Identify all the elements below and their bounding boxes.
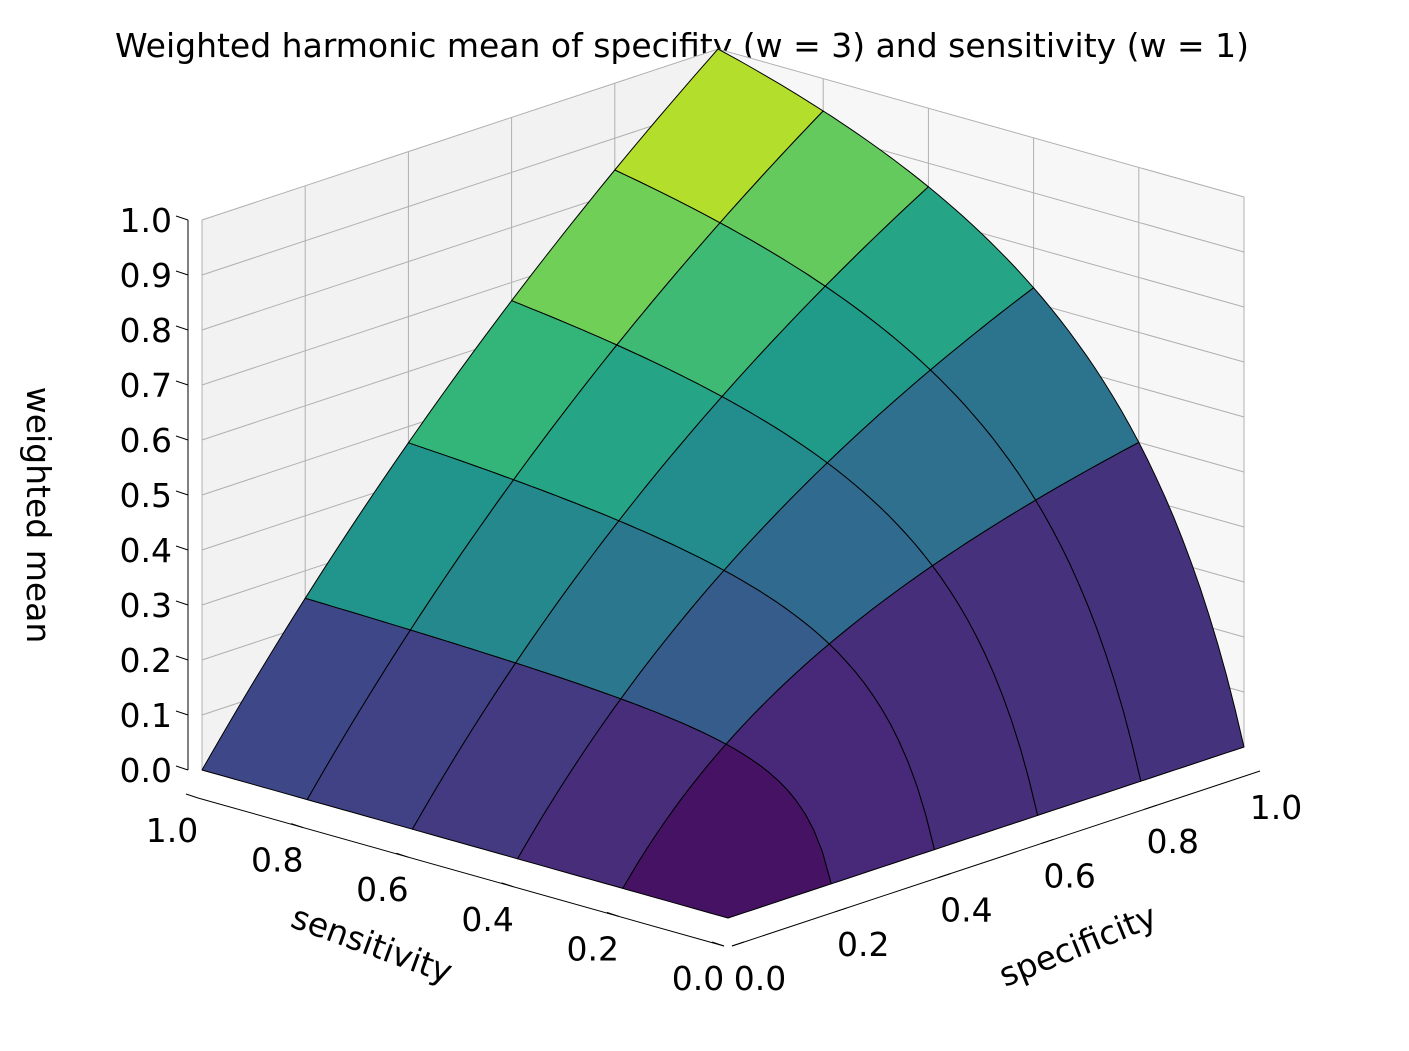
- z-tick-mark: [175, 655, 189, 661]
- y-tick-label: 0.2: [567, 929, 619, 968]
- y-tick-mark: [711, 941, 725, 947]
- z-axis-label: weighted mean: [19, 387, 58, 644]
- y-tick-label: 0.8: [251, 841, 303, 880]
- z-tick-label: 0.9: [120, 256, 172, 295]
- surface-plot: [201, 48, 1245, 919]
- z-tick-label: 0.1: [120, 696, 172, 735]
- y-tick-mark: [396, 852, 409, 858]
- tick-labels: 0.0 0.2 0.4 0.6 0.8 1.0 0.0 0.2 0.4 0.6 0.8 1.0 0.0 0…: [120, 201, 1303, 998]
- y-tick-mark: [185, 793, 199, 799]
- y-tick-mark: [606, 911, 619, 917]
- surface-patch: [622, 743, 832, 919]
- x-tick-mark: [1041, 838, 1054, 844]
- y-axis-label: sensitivity: [286, 897, 457, 991]
- y-axis-line: [197, 797, 725, 947]
- x-tick-mark: [731, 941, 745, 947]
- x-tick-mark: [938, 873, 951, 879]
- x-tick-label: 0.4: [940, 891, 992, 930]
- x-tick-label: 1.0: [1250, 788, 1302, 827]
- y-tick-label: 1.0: [146, 811, 198, 850]
- z-tick-mark: [175, 380, 189, 386]
- z-tick-mark: [175, 215, 189, 221]
- x-tick-mark: [835, 907, 848, 913]
- z-tick-mark: [175, 545, 189, 551]
- z-tick-label: 0.6: [120, 421, 172, 460]
- x-tick-label: 0.8: [1147, 822, 1199, 861]
- chart-title: Weighted harmonic mean of specifity (w =…: [115, 26, 1249, 65]
- z-tick-label: 0.7: [120, 366, 172, 405]
- y-tick-label: 0.0: [672, 959, 724, 998]
- z-tick-mark: [175, 325, 189, 331]
- y-tick-label: 0.4: [461, 900, 513, 939]
- z-tick-label: 0.8: [120, 311, 172, 350]
- x-tick-mark: [1247, 770, 1261, 776]
- x-tick-label: 0.2: [837, 925, 889, 964]
- y-tick-mark: [501, 882, 514, 888]
- z-tick-label: 0.5: [120, 476, 172, 515]
- z-tick-mark: [175, 435, 189, 441]
- z-tick-label: 0.3: [120, 586, 172, 625]
- z-tick-mark: [175, 710, 189, 716]
- x-tick-mark: [1144, 804, 1157, 810]
- z-tick-mark: [175, 490, 189, 496]
- z-tick-label: 0.0: [120, 751, 172, 790]
- y-tick-label: 0.6: [356, 870, 408, 909]
- z-tick-mark: [175, 765, 189, 771]
- z-tick-label: 0.4: [120, 531, 172, 570]
- z-tick-label: 0.2: [120, 641, 172, 680]
- z-tick-mark: [175, 270, 189, 276]
- y-tick-mark: [291, 823, 304, 829]
- z-tick-mark: [175, 600, 189, 606]
- x-tick-label: 0.0: [734, 959, 786, 998]
- x-tick-label: 0.6: [1043, 856, 1095, 895]
- z-tick-label: 1.0: [120, 201, 172, 240]
- x-axis-line: [731, 774, 1249, 947]
- x-axis-label: specificity: [993, 896, 1162, 994]
